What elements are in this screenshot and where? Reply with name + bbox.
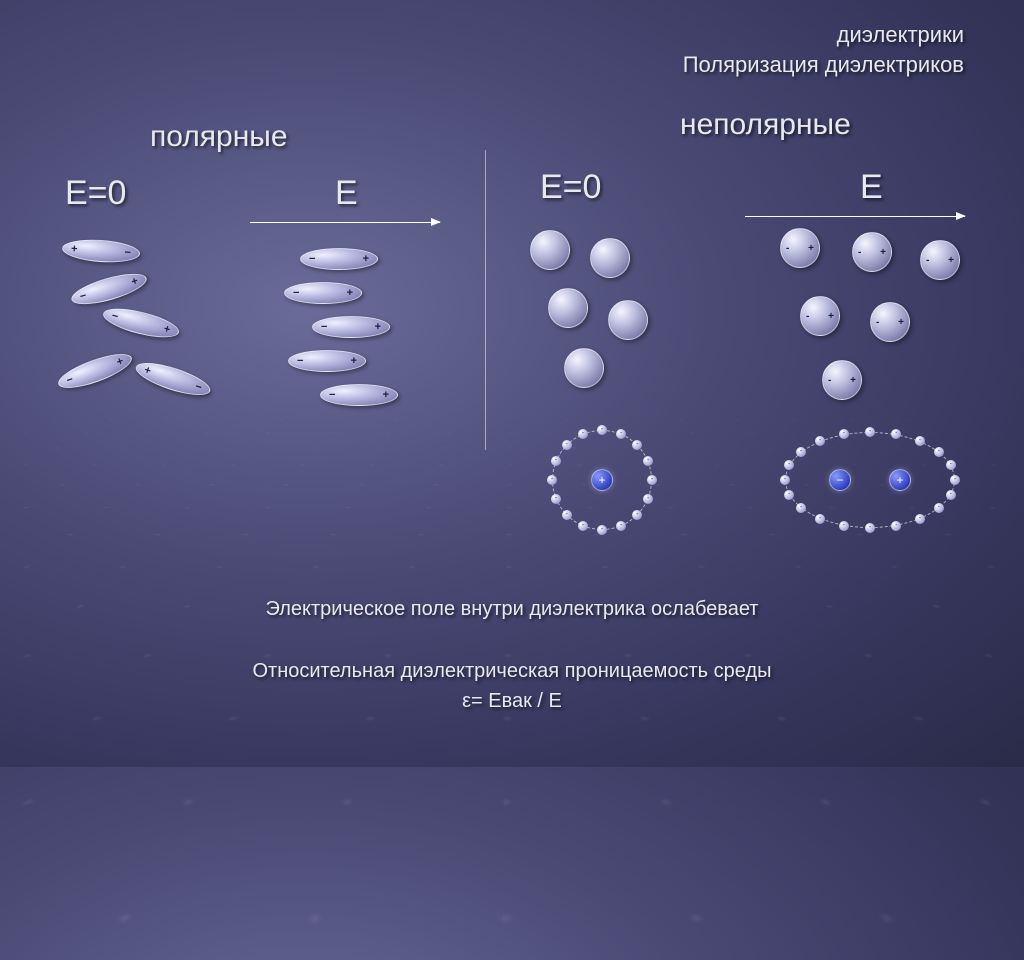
nonpolar-e0-sphere-4: [564, 348, 604, 388]
footer-line3: ε= Евак / Е: [0, 690, 1024, 713]
atom-ellipse-electron: -: [865, 427, 875, 437]
polar-e-dipole-3: +−: [288, 350, 366, 372]
atom-circle-electron: -: [578, 521, 588, 531]
nonpolar-e-sphere-5: -+: [822, 360, 862, 400]
atom-circle-electron: -: [632, 440, 642, 450]
polar-e0-dipole-2: +−: [100, 303, 181, 343]
polar-e-dipole-1: +−: [284, 282, 362, 304]
center-divider: [485, 150, 486, 450]
atom-ellipse-nucleus-1: +: [889, 469, 911, 491]
atom-ellipse-electron: -: [934, 447, 944, 457]
atom-ellipse-electron: -: [891, 521, 901, 531]
atom-ellipse-electron: -: [839, 521, 849, 531]
atom-circle-electron: -: [562, 510, 572, 520]
polar-e0-label: Е=0: [65, 174, 126, 213]
atom-circle-electron: -: [647, 475, 657, 485]
atom-circle-electron: -: [643, 456, 653, 466]
nonpolar-heading: неполярные: [680, 108, 851, 142]
atom-ellipse-electron: -: [780, 475, 790, 485]
atom-ellipse-nucleus-0: −: [829, 469, 851, 491]
atom-ellipse-electron: -: [946, 490, 956, 500]
polar-e-dipole-2: +−: [312, 316, 390, 338]
polar-e0-dipole-4: +−: [133, 356, 214, 401]
atom-ellipse-electron: -: [934, 503, 944, 513]
atom-circle-electron: -: [597, 525, 607, 535]
footer-line2: Относительная диэлектрическая проницаемо…: [0, 660, 1024, 683]
atom-ellipse-electron: -: [865, 523, 875, 533]
nonpolar-field-arrow: [745, 216, 965, 217]
atom-circle-electron: -: [551, 494, 561, 504]
atom-ellipse-electron: -: [796, 447, 806, 457]
atom-circle-electron: -: [551, 456, 561, 466]
nonpolar-e0-sphere-3: [608, 300, 648, 340]
nonpolar-e-label: Е: [860, 168, 883, 207]
header-line2: Поляризация диэлектриков: [683, 52, 964, 78]
atom-circle-electron: -: [578, 429, 588, 439]
nonpolar-e-sphere-3: -+: [800, 296, 840, 336]
atom-circle-electron: -: [562, 440, 572, 450]
nonpolar-e-sphere-1: -+: [852, 232, 892, 272]
polar-e0-dipole-0: +−: [61, 237, 140, 264]
polar-e0-dipole-3: +−: [55, 347, 136, 394]
polar-e0-dipole-1: +−: [68, 268, 149, 311]
footer-line1: Электрическое поле внутри диэлектрика ос…: [0, 598, 1024, 621]
atom-ellipse-electron: -: [915, 514, 925, 524]
polar-field-arrow: [250, 222, 440, 223]
polar-e-dipole-4: +−: [320, 384, 398, 406]
atom-circle-electron: -: [547, 475, 557, 485]
polar-e-label: Е: [335, 174, 358, 213]
atom-ellipse-electron: -: [946, 460, 956, 470]
atom-circle-nucleus: +: [591, 469, 613, 491]
nonpolar-e0-sphere-0: [530, 230, 570, 270]
nonpolar-e-sphere-4: -+: [870, 302, 910, 342]
polar-heading: полярные: [150, 120, 288, 154]
nonpolar-e0-sphere-2: [548, 288, 588, 328]
header-line1: диэлектрики: [837, 22, 964, 48]
atom-circle-electron: -: [616, 429, 626, 439]
nonpolar-e-sphere-2: -+: [920, 240, 960, 280]
atom-circle-electron: -: [597, 425, 607, 435]
nonpolar-e0-label: Е=0: [540, 168, 601, 207]
polar-e-dipole-0: +−: [300, 248, 378, 270]
nonpolar-e0-sphere-1: [590, 238, 630, 278]
atom-ellipse-electron: -: [815, 514, 825, 524]
nonpolar-e-sphere-0: -+: [780, 228, 820, 268]
atom-ellipse-orbit: [785, 432, 955, 528]
atom-ellipse-electron: -: [950, 475, 960, 485]
atom-ellipse-electron: -: [784, 490, 794, 500]
